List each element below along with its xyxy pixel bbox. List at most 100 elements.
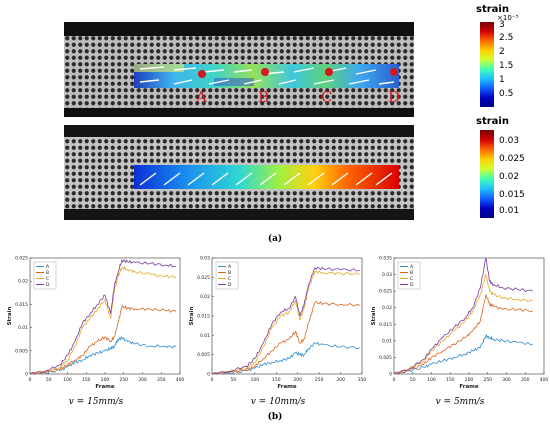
x-tick-label: 150: [82, 377, 91, 383]
legend-label: A: [410, 264, 414, 270]
x-tick-label: 400: [176, 377, 185, 383]
x-axis-label: Frame: [95, 384, 115, 390]
displacement-arrows-bottom: [139, 172, 393, 186]
point-marker-c: [325, 68, 333, 76]
series-line-b: [30, 304, 177, 375]
colorbar-top-tick: 1.5: [499, 61, 514, 71]
x-tick-label: 200: [465, 377, 474, 383]
series-line-b: [212, 300, 360, 375]
x-tick-label: 100: [251, 377, 260, 383]
x-tick-label: 350: [358, 377, 367, 383]
y-tick-label: 0.015: [15, 302, 28, 308]
legend-label: B: [46, 270, 49, 276]
x-tick-label: 100: [427, 377, 436, 383]
chart-v10: 0 50 100 150 200 250 300 350 0 0.005 0.01 0.015 0.02…: [189, 256, 367, 391]
x-tick-label: 400: [540, 377, 549, 383]
x-tick-label: 0: [29, 377, 32, 383]
y-tick-label: 0.005: [379, 355, 392, 361]
x-tick-label: 250: [483, 377, 492, 383]
y-axis-label: Strain: [189, 307, 195, 326]
dic-image-bottom: [64, 125, 414, 220]
y-tick-label: 0: [25, 372, 28, 378]
colorbar-top-tick: 1: [499, 75, 505, 85]
x-tick-label: 250: [315, 377, 324, 383]
x-tick-label: 50: [410, 377, 416, 383]
colorbar-top-title: strain: [476, 4, 509, 15]
y-tick-label: 0.005: [197, 352, 210, 358]
series-line-a: [212, 341, 361, 375]
y-tick-label: 0.01: [200, 333, 210, 339]
x-tick-label: 0: [393, 377, 396, 383]
x-tick-label: 50: [231, 377, 237, 383]
legend-label: C: [46, 276, 49, 282]
y-tick-label: 0.01: [18, 325, 28, 331]
y-tick-label: 0.01: [382, 338, 392, 344]
panel-b-label: (b): [267, 412, 283, 422]
x-tick-label: 300: [336, 377, 345, 383]
speed-label-10: v = 10mm/s: [250, 397, 306, 407]
x-tick-label: 300: [138, 377, 147, 383]
y-tick-label: 0.02: [200, 294, 210, 300]
y-tick-label: 0.025: [15, 256, 28, 262]
x-tick-label: 150: [272, 377, 281, 383]
y-tick-label: 0.005: [15, 348, 28, 354]
series-line-d: [211, 266, 360, 375]
colorbar-top-tick: 3: [499, 20, 505, 30]
series-line-c: [211, 270, 361, 375]
y-axis-label: Strain: [371, 307, 377, 326]
measurement-points: [198, 68, 398, 78]
colorbar-bottom-tick: 0.025: [499, 154, 525, 164]
legend-label: D: [228, 282, 232, 288]
x-tick-label: 0: [211, 377, 214, 383]
y-tick-label: 0.015: [379, 322, 392, 328]
y-tick-label: 0.015: [197, 314, 210, 320]
point-marker-a: [198, 70, 206, 78]
colorbar-bottom-tick: 0.03: [499, 136, 520, 146]
legend-label: D: [410, 282, 414, 288]
y-tick-label: 0.02: [382, 305, 392, 311]
y-tick-label: 0.02: [18, 279, 28, 285]
y-tick-label: 0.035: [379, 256, 392, 262]
chart-v15: 0 50 100 150 200 250 300 350 400 0 0.005 0.01 0.015 0…: [7, 256, 185, 391]
x-tick-label: 250: [119, 377, 128, 383]
point-marker-d: [390, 68, 398, 76]
y-tick-label: 0.025: [379, 289, 392, 295]
legend-label: B: [410, 270, 413, 276]
legend-label: A: [228, 264, 232, 270]
colorbar-bottom: [480, 130, 494, 218]
colorbar-top: [480, 22, 494, 107]
y-tick-label: 0: [389, 372, 392, 378]
x-tick-label: 150: [446, 377, 455, 383]
x-tick-label: 200: [293, 377, 302, 383]
speed-label-15: v = 15mm/s: [68, 397, 124, 407]
x-axis-label: Frame: [459, 384, 479, 390]
legend-box: [33, 261, 57, 290]
y-axis-label: Strain: [7, 307, 13, 326]
x-tick-label: 350: [521, 377, 530, 383]
colorbar-top-tick: 0.5: [499, 89, 514, 99]
colorbar-bottom-title: strain: [476, 116, 509, 127]
dic-image-top: [64, 22, 414, 117]
x-tick-label: 350: [157, 377, 166, 383]
legend-label: B: [228, 270, 231, 276]
colorbar-bottom-tick: 0.02: [499, 172, 520, 182]
x-tick-label: 50: [46, 377, 52, 383]
legend-label: C: [228, 276, 231, 282]
legend-label: A: [46, 264, 50, 270]
point-label-b: B: [258, 88, 270, 106]
series-line-b: [394, 294, 533, 375]
x-tick-label: 200: [101, 377, 110, 383]
series-line-d: [393, 257, 533, 375]
y-tick-label: 0.03: [200, 256, 210, 262]
colorbar-top-tick: 2: [499, 47, 505, 57]
legend-box: [215, 261, 239, 290]
point-label-a: A: [196, 88, 207, 106]
series-line-d: [29, 259, 177, 375]
y-tick-label: 0: [207, 372, 210, 378]
point-label-c: C: [321, 88, 333, 106]
colorbar-top-tick: 2.5: [499, 33, 514, 43]
x-tick-label: 100: [63, 377, 72, 383]
legend-label: C: [410, 276, 413, 282]
point-marker-b: [261, 68, 269, 76]
point-label-d: D: [388, 88, 401, 106]
